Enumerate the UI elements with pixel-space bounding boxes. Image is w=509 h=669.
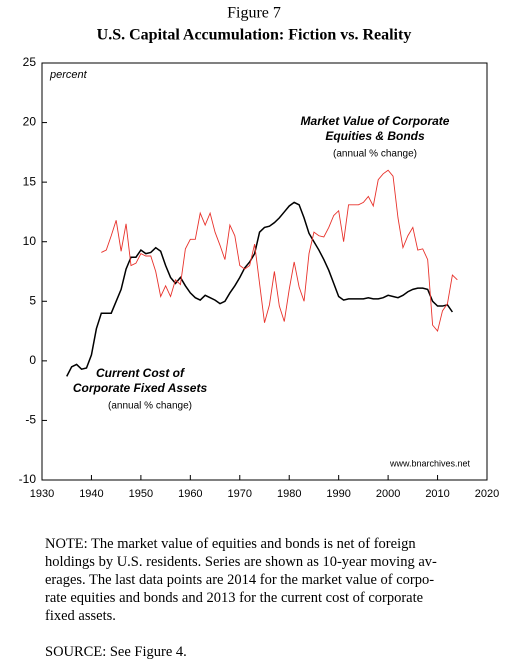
note-line: erages. The last data points are 2014 fo…	[45, 572, 435, 588]
x-tick-label: 1950	[129, 488, 153, 500]
y-axis-label: percent	[49, 69, 88, 81]
annotation: Equities & Bonds	[325, 129, 425, 143]
x-tick-label: 2020	[475, 488, 499, 500]
series-line	[66, 201, 454, 377]
series-line	[101, 169, 458, 333]
y-tick-label: 20	[23, 115, 37, 129]
x-tick-label: 1960	[178, 488, 202, 500]
note-block: NOTE: The market value of equities and b…	[45, 535, 437, 661]
annotation-sub: (annual % change)	[333, 149, 417, 160]
plot-frame	[41, 62, 488, 481]
y-tick-label: 25	[23, 55, 37, 69]
note-line: fixed assets.	[45, 608, 116, 624]
y-tick-label: -5	[25, 413, 36, 427]
x-tick-label: 1980	[277, 488, 301, 500]
x-tick-label: 2010	[425, 488, 449, 500]
x-tick-label: 1940	[79, 488, 103, 500]
note-line: rate equities and bonds and 2013 for the…	[45, 590, 424, 606]
y-tick-label: 5	[29, 293, 36, 307]
x-tick-label: 1930	[30, 488, 54, 500]
annotation: Market Value of Corporate	[301, 114, 450, 128]
chart-title: Figure 7	[227, 5, 281, 22]
note-line: NOTE: The market value of equities and b…	[45, 536, 416, 552]
x-tick-label: 1990	[326, 488, 350, 500]
chart-subtitle: U.S. Capital Accumulation: Fiction vs. R…	[97, 27, 412, 44]
y-tick-label: 15	[23, 174, 37, 188]
note-line: holdings by U.S. residents. Series are s…	[45, 554, 437, 570]
annotation: Current Cost of	[96, 366, 185, 380]
credit: www.bnarchives.net	[389, 458, 471, 468]
source: SOURCE: See Figure 4.	[45, 644, 187, 660]
y-tick-label: 10	[23, 234, 37, 248]
x-tick-label: 2000	[376, 488, 400, 500]
y-tick-label: 0	[29, 353, 36, 367]
x-tick-label: 1970	[228, 488, 252, 500]
y-tick-label: -10	[19, 472, 37, 486]
annotation-sub: (annual % change)	[108, 401, 192, 412]
annotation: Corporate Fixed Assets	[73, 381, 208, 395]
